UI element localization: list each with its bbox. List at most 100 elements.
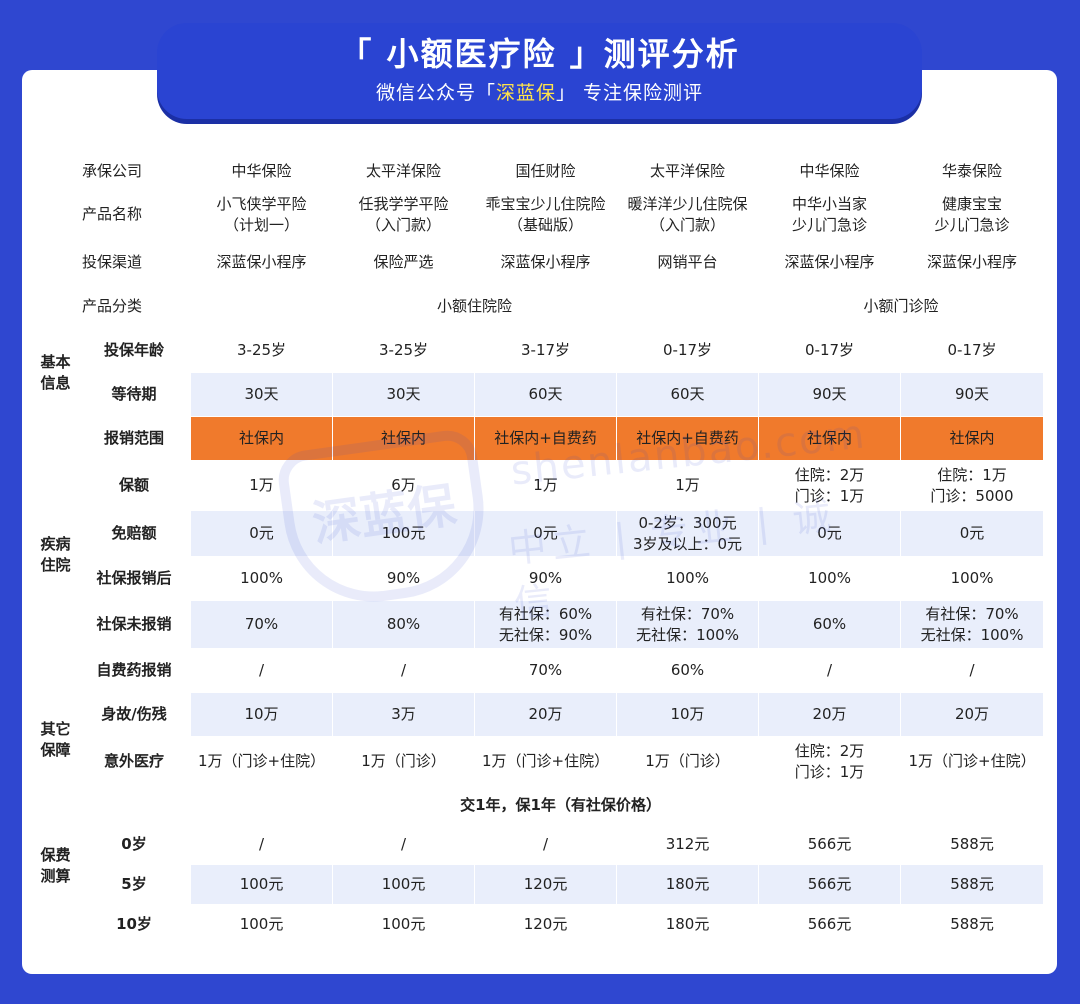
table-cell: 有社保：70% 无社保：100% <box>900 600 1045 649</box>
subtitle-brand: 深蓝保 <box>495 82 556 104</box>
row-label: 身故/伤残 <box>76 692 192 737</box>
table-cell: 80% <box>332 600 476 649</box>
table-row: 免赔额 0元 100元 0元 0-2岁：300元 3岁及以上：0元 0元 0元 <box>34 510 1045 557</box>
table-cell: 1万（门诊+住院） <box>900 736 1045 787</box>
table-cell: 住院：1万 门诊：5000 <box>900 460 1045 511</box>
table-cell: 20万 <box>758 692 902 737</box>
table-cell: 0元 <box>474 510 618 557</box>
table-cell: 有社保：70% 无社保：100% <box>616 600 760 649</box>
table-cell: 0元 <box>190 510 334 557</box>
table-cell: 1万 <box>190 460 334 511</box>
row-header: 承保公司 <box>32 153 192 189</box>
table-cell: 566元 <box>758 864 902 905</box>
product-cell: 中华小当家 少儿门急诊 <box>758 188 902 241</box>
table-cell: / <box>474 824 618 865</box>
table-cell: 60% <box>616 648 760 693</box>
table-row: 意外医疗 1万（门诊+住院） 1万（门诊） 1万（门诊+住院） 1万（门诊） 住院：2万 … <box>34 736 1045 787</box>
table-cell: 70% <box>474 648 618 693</box>
table-cell: 30天 <box>332 372 476 417</box>
page-subtitle: 微信公众号「深蓝保」 专注保险测评 <box>157 81 922 105</box>
company-cell: 中华保险 <box>758 153 902 189</box>
table-cell: 社保内 <box>190 416 334 461</box>
product-cell: 任我学学平险 （入门款） <box>332 188 476 241</box>
group-label: 其它 保障 <box>33 692 78 787</box>
table-cell: 深蓝保小程序 <box>758 240 902 285</box>
table-cell: 90天 <box>900 372 1045 417</box>
company-cell: 太平洋保险 <box>616 153 760 189</box>
row-label: 社保报销后 <box>76 556 192 601</box>
row-label: 5岁 <box>76 864 192 905</box>
table-cell: 1万（门诊+住院） <box>190 736 334 787</box>
table-cell: 100元 <box>190 904 334 945</box>
table-cell: 0-17岁 <box>616 328 760 373</box>
table-cell: 0元 <box>758 510 902 557</box>
table-cell: 180元 <box>616 864 760 905</box>
table-cell: 588元 <box>900 824 1045 865</box>
product-cell: 小飞侠学平险 （计划一） <box>190 188 334 241</box>
category-cell: 小额住院险 <box>190 284 760 329</box>
table-cell: 100元 <box>332 510 476 557</box>
subtitle-suffix: 」 专注保险测评 <box>555 82 704 104</box>
table-cell: 深蓝保小程序 <box>900 240 1045 285</box>
table-row: 保费 测算 交1年，保1年（有社保价格） <box>33 786 1045 945</box>
table-row: 产品名称 小飞侠学平险 （计划一） 任我学学平险 （入门款） 乖宝宝少儿住院险 （基础… <box>32 188 1045 241</box>
table-cell: 100元 <box>332 904 476 945</box>
table-cell: 0-2岁：300元 3岁及以上：0元 <box>616 510 760 557</box>
table-cell: 90% <box>474 556 618 601</box>
table-cell: 100% <box>900 556 1045 601</box>
table-cell: 住院：2万 门诊：1万 <box>758 460 902 511</box>
table-cell: 120元 <box>474 864 618 905</box>
group-label: 保费 测算 <box>33 786 78 945</box>
table-cell: 1万（门诊） <box>616 736 760 787</box>
company-cell: 太平洋保险 <box>332 153 476 189</box>
table-cell: / <box>190 648 334 693</box>
table-row: 疾病 住院 报销范围 社保内 社保内 社保内+自费药 社保内+自费药 社保内 社保内 <box>33 416 1045 693</box>
table-cell: 1万 <box>474 460 618 511</box>
table-cell: 1万（门诊+住院） <box>474 736 618 787</box>
table-cell: 566元 <box>758 824 902 865</box>
company-cell: 华泰保险 <box>900 153 1045 189</box>
table-cell: 10万 <box>190 692 334 737</box>
company-cell: 国任财险 <box>474 153 618 189</box>
row-header: 投保渠道 <box>32 240 192 285</box>
table-row: 投保渠道 深蓝保小程序 保险严选 深蓝保小程序 网销平台 深蓝保小程序 深蓝保小程序 <box>32 240 1045 285</box>
page-title: 「 小额医疗险 」测评分析 <box>339 35 740 73</box>
table-row: 社保未报销 70% 80% 有社保：60% 无社保：90% 有社保：70% 无社保：10… <box>34 600 1045 649</box>
comparison-table: 承保公司 中华保险 太平洋保险 国任财险 太平洋保险 中华保险 华泰保险 产品名称 小飞侠学平险… <box>32 153 1045 945</box>
company-cell: 中华保险 <box>190 153 334 189</box>
table-cell: 住院：2万 门诊：1万 <box>758 736 902 787</box>
table-cell: 1万 <box>616 460 760 511</box>
table-cell: 0元 <box>900 510 1045 557</box>
fee-banner: 交1年，保1年（有社保价格） <box>76 786 1045 825</box>
table-cell: 社保内+自费药 <box>616 416 760 461</box>
table-cell: / <box>332 648 476 693</box>
table-cell: / <box>190 824 334 865</box>
row-label: 社保未报销 <box>76 600 192 649</box>
table-cell: 社保内 <box>332 416 476 461</box>
row-label: 0岁 <box>76 824 192 865</box>
row-label: 投保年龄 <box>76 328 192 373</box>
table-cell: 1万（门诊） <box>332 736 476 787</box>
table-row: 承保公司 中华保险 太平洋保险 国任财险 太平洋保险 中华保险 华泰保险 <box>32 153 1045 189</box>
table-cell: 社保内+自费药 <box>474 416 618 461</box>
table-cell: 312元 <box>616 824 760 865</box>
row-label: 免赔额 <box>76 510 192 557</box>
table-cell: 60天 <box>474 372 618 417</box>
table-cell: 0-17岁 <box>900 328 1045 373</box>
table-row: 产品分类 小额住院险 小额门诊险 <box>32 284 1045 329</box>
subtitle-prefix: 微信公众号「 <box>375 82 496 104</box>
table-cell: 0-17岁 <box>758 328 902 373</box>
table-cell: 90% <box>332 556 476 601</box>
table-cell: 10万 <box>616 692 760 737</box>
table-cell: / <box>758 648 902 693</box>
table-cell: 20万 <box>900 692 1045 737</box>
table-cell: 90天 <box>758 372 902 417</box>
row-label: 报销范围 <box>76 416 192 461</box>
table-cell: 100% <box>190 556 334 601</box>
table-row: 0岁 / //312元 566元 588元 <box>34 824 1045 865</box>
table-cell: 588元 <box>900 904 1045 945</box>
table-cell: / <box>900 648 1045 693</box>
table-cell: 70% <box>190 600 334 649</box>
table-row: 社保报销后 100% 90% 90% 100% 100% 100% <box>34 556 1045 601</box>
table-cell: 社保内 <box>900 416 1045 461</box>
